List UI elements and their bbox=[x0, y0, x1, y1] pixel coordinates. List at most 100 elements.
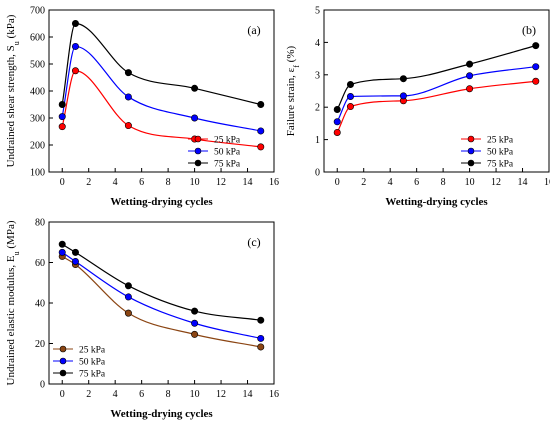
y-tick-label: 1 bbox=[315, 135, 320, 146]
y-tick-label: 5 bbox=[315, 6, 320, 17]
x-tick-label: 14 bbox=[518, 177, 528, 188]
x-tick-label: 12 bbox=[216, 177, 226, 188]
data-point bbox=[191, 319, 199, 327]
panel-label: (b) bbox=[522, 23, 536, 37]
chart-panel-3: 0 2 4 6 8 10 12 14 16 0 20 40 60 80 Wetting-drying cyc… bbox=[5, 218, 279, 421]
data-point bbox=[71, 67, 79, 75]
series-line-1 bbox=[61, 255, 261, 348]
data-point bbox=[71, 19, 79, 27]
x-tick-label: 14 bbox=[243, 389, 253, 400]
x-tick-label: 2 bbox=[86, 389, 91, 400]
x-tick-label: 12 bbox=[491, 177, 501, 188]
x-tick-label: 6 bbox=[414, 177, 419, 188]
x-tick-label: 4 bbox=[388, 177, 393, 188]
y-tick-label: 3 bbox=[315, 70, 320, 81]
legend: 25 kPa 50 kPa 75 kPa bbox=[461, 136, 514, 170]
legend-marker bbox=[59, 345, 67, 353]
legend-entry: 25 kPa bbox=[79, 346, 106, 356]
y-tick-label: 500 bbox=[30, 60, 45, 71]
legend-entry: 75 kPa bbox=[79, 370, 106, 380]
data-point bbox=[466, 72, 474, 80]
x-tick-label: 8 bbox=[441, 177, 446, 188]
data-point bbox=[257, 143, 265, 151]
data-point bbox=[257, 334, 265, 342]
data-point bbox=[124, 309, 132, 317]
series-line-3 bbox=[61, 243, 261, 321]
legend-marker bbox=[467, 147, 475, 155]
data-point bbox=[532, 63, 540, 71]
panel-label: (a) bbox=[247, 23, 260, 37]
x-axis-title: Wetting-drying cycles bbox=[385, 196, 488, 208]
chart-panel-2: 0246810121416012345Wetting-drying cycles… bbox=[285, 6, 550, 209]
x-tick-label: 0 bbox=[335, 177, 340, 188]
legend-entry: 25 kPa bbox=[214, 136, 241, 146]
x-tick-label: 2 bbox=[86, 177, 91, 188]
data-point bbox=[124, 93, 132, 101]
legend-marker bbox=[467, 159, 475, 167]
y-tick-label: 20 bbox=[35, 339, 45, 350]
data-point bbox=[191, 84, 199, 92]
data-point bbox=[58, 113, 66, 121]
x-tick-label: 6 bbox=[139, 389, 144, 400]
series-line-3 bbox=[336, 45, 536, 110]
y-tick-label: 80 bbox=[35, 218, 45, 229]
data-point bbox=[124, 282, 132, 290]
legend-entry: 50 kPa bbox=[487, 148, 514, 158]
data-point bbox=[333, 105, 341, 113]
y-tick-label: 4 bbox=[315, 38, 320, 49]
series-line-2 bbox=[61, 251, 261, 340]
legend-entry: 75 kPa bbox=[214, 160, 241, 170]
x-tick-label: 8 bbox=[166, 389, 171, 400]
data-point bbox=[58, 101, 66, 109]
y-axis-title: Undrained elastic modulus, Eu (MPa) bbox=[5, 220, 21, 385]
legend-marker bbox=[194, 147, 202, 155]
x-tick-label: 6 bbox=[139, 177, 144, 188]
legend-entry: 25 kPa bbox=[487, 136, 514, 146]
data-point bbox=[191, 330, 199, 338]
x-tick-label: 4 bbox=[113, 389, 118, 400]
y-tick-label: 2 bbox=[315, 103, 320, 114]
plot-frame bbox=[323, 9, 550, 173]
x-tick-label: 8 bbox=[166, 177, 171, 188]
x-tick-label: 16 bbox=[544, 177, 550, 188]
y-tick-label: 300 bbox=[30, 114, 45, 125]
x-tick-label: 2 bbox=[361, 177, 366, 188]
x-tick-label: 16 bbox=[269, 177, 279, 188]
x-tick-label: 10 bbox=[465, 177, 475, 188]
data-point bbox=[124, 122, 132, 130]
data-point bbox=[257, 127, 265, 135]
data-point bbox=[346, 103, 354, 111]
y-tick-label: 600 bbox=[30, 33, 45, 44]
data-point bbox=[191, 307, 199, 315]
y-tick-label: 700 bbox=[30, 6, 45, 17]
series-line-2 bbox=[61, 45, 261, 132]
data-point bbox=[346, 93, 354, 101]
legend-marker bbox=[194, 135, 202, 143]
legend-marker bbox=[59, 357, 67, 365]
y-tick-label: 0 bbox=[40, 380, 45, 391]
legend-entry: 50 kPa bbox=[79, 358, 106, 368]
series-line-2 bbox=[336, 66, 536, 123]
x-tick-label: 4 bbox=[113, 177, 118, 188]
x-tick-label: 0 bbox=[60, 177, 65, 188]
y-tick-label: 60 bbox=[35, 258, 45, 269]
data-point bbox=[124, 69, 132, 77]
y-axis-title: Failure strain, εf (%) bbox=[285, 45, 301, 136]
y-tick-label: 40 bbox=[35, 299, 45, 310]
data-point bbox=[71, 42, 79, 50]
x-tick-label: 16 bbox=[269, 389, 279, 400]
y-tick-label: 400 bbox=[30, 87, 45, 98]
x-tick-label: 14 bbox=[243, 177, 253, 188]
data-point bbox=[58, 123, 66, 131]
y-tick-label: 100 bbox=[30, 168, 45, 179]
data-point bbox=[466, 60, 474, 68]
x-tick-label: 12 bbox=[216, 389, 226, 400]
data-point bbox=[532, 77, 540, 85]
data-point bbox=[58, 248, 66, 256]
series-line-1 bbox=[336, 80, 536, 133]
data-point bbox=[466, 85, 474, 93]
data-point bbox=[333, 128, 341, 136]
y-tick-label: 0 bbox=[315, 168, 320, 179]
x-axis-title: Wetting-drying cycles bbox=[110, 408, 213, 420]
x-tick-label: 10 bbox=[190, 389, 200, 400]
